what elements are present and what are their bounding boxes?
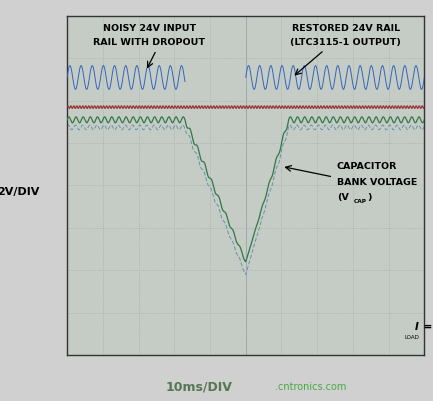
Text: I: I xyxy=(415,322,419,332)
Text: ): ) xyxy=(367,193,372,202)
Text: 2V/DIV: 2V/DIV xyxy=(0,188,39,197)
Text: RAIL WITH DROPOUT: RAIL WITH DROPOUT xyxy=(93,38,205,47)
Text: CAPACITOR: CAPACITOR xyxy=(337,162,397,171)
Text: NOISY 24V INPUT: NOISY 24V INPUT xyxy=(103,24,196,32)
Text: = 1A: = 1A xyxy=(420,322,433,332)
Text: (LTC3115-1 OUTPUT): (LTC3115-1 OUTPUT) xyxy=(290,38,401,47)
Text: BANK VOLTAGE: BANK VOLTAGE xyxy=(337,178,417,187)
Text: (V: (V xyxy=(337,193,349,202)
Text: .cntronics.com: .cntronics.com xyxy=(275,382,346,392)
Text: RESTORED 24V RAIL: RESTORED 24V RAIL xyxy=(292,24,400,32)
Text: LOAD: LOAD xyxy=(404,335,419,340)
Text: 10ms/DIV: 10ms/DIV xyxy=(166,381,233,393)
Text: CAP: CAP xyxy=(354,199,367,204)
